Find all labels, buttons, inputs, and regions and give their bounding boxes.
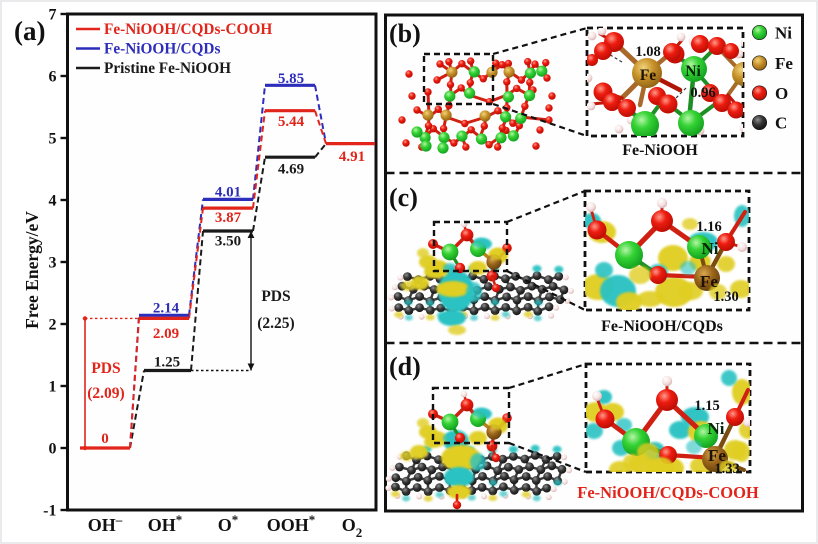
svg-text:Fe: Fe [775, 54, 793, 73]
svg-text:Fe-NiOOH/CQDs-COOH: Fe-NiOOH/CQDs-COOH [577, 483, 759, 502]
svg-text:C: C [775, 114, 787, 133]
svg-text:1.25: 1.25 [154, 355, 180, 371]
svg-text:-1: -1 [43, 503, 56, 520]
svg-text:1.16: 1.16 [696, 219, 721, 235]
svg-text:O: O [775, 84, 788, 103]
svg-text:1.08: 1.08 [635, 44, 660, 60]
svg-text:Fe-NiOOH/CQDs: Fe-NiOOH/CQDs [104, 41, 220, 58]
svg-text:1: 1 [49, 379, 57, 396]
svg-text:2: 2 [49, 317, 57, 334]
svg-text:Free Energy/eV: Free Energy/eV [22, 211, 42, 329]
svg-text:OH–: OH– [88, 512, 123, 535]
svg-text:Fe-NiOOH: Fe-NiOOH [622, 142, 698, 159]
svg-text:PDS: PDS [91, 360, 120, 377]
svg-text:Ni: Ni [775, 24, 792, 43]
svg-text:0: 0 [49, 441, 57, 458]
svg-text:4: 4 [49, 193, 57, 210]
svg-text:4.91: 4.91 [339, 149, 365, 165]
svg-text:0.96: 0.96 [690, 85, 715, 101]
svg-text:1.30: 1.30 [713, 289, 738, 305]
svg-text:(2.09): (2.09) [87, 385, 124, 402]
svg-text:1.15: 1.15 [694, 398, 719, 414]
svg-text:3.50: 3.50 [215, 234, 241, 250]
svg-text:OH*: OH* [148, 512, 183, 535]
svg-text:4.01: 4.01 [215, 185, 241, 201]
svg-text:Fe-NiOOH/CQDs: Fe-NiOOH/CQDs [601, 318, 723, 335]
svg-text:(d): (d) [389, 352, 421, 381]
svg-text:Ni: Ni [708, 419, 725, 438]
svg-text:Ni: Ni [685, 63, 701, 80]
svg-text:3.87: 3.87 [215, 210, 242, 226]
svg-text:5: 5 [49, 131, 57, 148]
svg-text:2.09: 2.09 [153, 326, 179, 342]
svg-text:5.44: 5.44 [278, 114, 305, 130]
svg-text:(a): (a) [14, 16, 45, 46]
svg-text:3: 3 [49, 255, 57, 272]
svg-text:6: 6 [49, 69, 57, 86]
svg-text:7: 7 [49, 7, 57, 24]
svg-text:4.69: 4.69 [278, 162, 304, 178]
svg-text:Ni: Ni [702, 239, 719, 258]
svg-text:1.33: 1.33 [714, 461, 739, 477]
svg-text:Fe: Fe [708, 446, 726, 465]
svg-text:(b): (b) [389, 19, 421, 48]
svg-text:Pristine Fe-NiOOH: Pristine Fe-NiOOH [104, 60, 231, 77]
svg-text:Fe: Fe [640, 67, 656, 84]
svg-text:PDS: PDS [261, 288, 290, 305]
svg-text:OOH*: OOH* [267, 512, 316, 535]
svg-text:5.85: 5.85 [278, 71, 304, 87]
svg-text:0: 0 [101, 431, 109, 447]
svg-text:(2.25): (2.25) [257, 315, 294, 332]
svg-text:(c): (c) [389, 183, 418, 212]
svg-text:2.14: 2.14 [153, 301, 180, 317]
svg-text:Fe: Fe [700, 272, 718, 291]
svg-text:Fe-NiOOH/CQDs-COOH: Fe-NiOOH/CQDs-COOH [104, 21, 272, 38]
